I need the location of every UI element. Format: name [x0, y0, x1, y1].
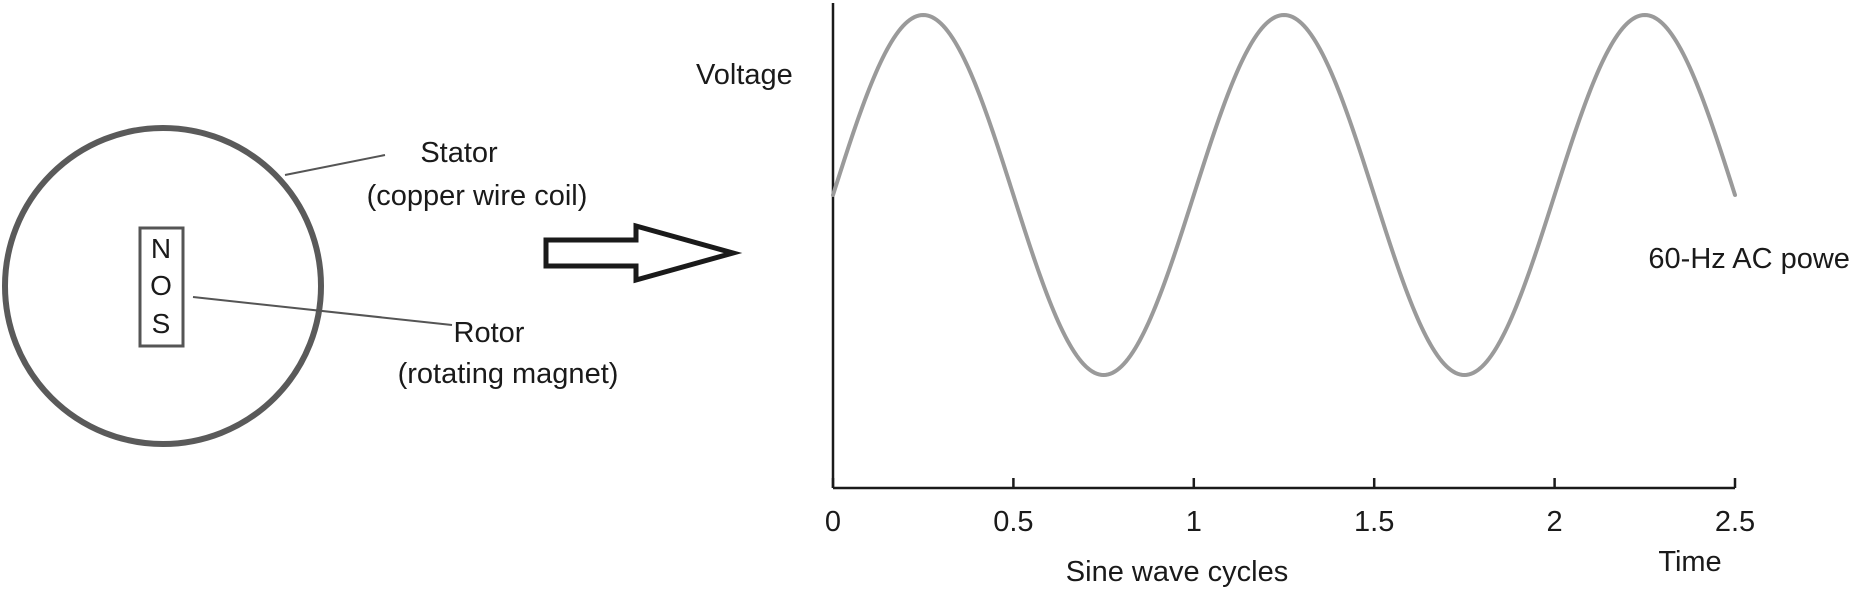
- stator-label: Stator: [420, 137, 498, 169]
- x-axis-ticks: 0 0.5 1 1.5 2 2.5: [825, 478, 1755, 538]
- rotor-magnet: [138, 226, 185, 348]
- x-tick-label: 0.5: [993, 506, 1033, 538]
- magnet-letter-s: S: [152, 308, 171, 339]
- x-tick-label: 0: [825, 506, 841, 538]
- magnet-letter-n: N: [151, 233, 171, 264]
- rotor-leader-line: [192, 296, 453, 326]
- x-axis-label: Sine wave cycles: [1066, 556, 1288, 588]
- x-tick-label: 1: [1186, 506, 1202, 538]
- sine-chart: 0 0.5 1 1.5 2 2.5 Voltage Sine wave cycles Ti…: [696, 3, 1851, 588]
- rotor-label: Rotor: [454, 317, 525, 349]
- ac-power-annotation: 60-Hz AC power: [1648, 243, 1851, 275]
- arrow-icon: [543, 222, 743, 284]
- x-tick-label: 2.5: [1715, 506, 1755, 538]
- magnet-letter-o: O: [150, 270, 172, 301]
- stator-sublabel: (copper wire coil): [367, 180, 588, 212]
- x-tick-label: 1.5: [1354, 506, 1394, 538]
- x-tick-label: 2: [1547, 506, 1563, 538]
- stator-circle: [2, 125, 324, 447]
- sine-wave-line: [831, 12, 1737, 378]
- y-axis-label: Voltage: [696, 59, 793, 91]
- time-label: Time: [1658, 546, 1721, 578]
- rotor-sublabel: (rotating magnet): [398, 358, 619, 390]
- stator-leader-line: [284, 154, 386, 176]
